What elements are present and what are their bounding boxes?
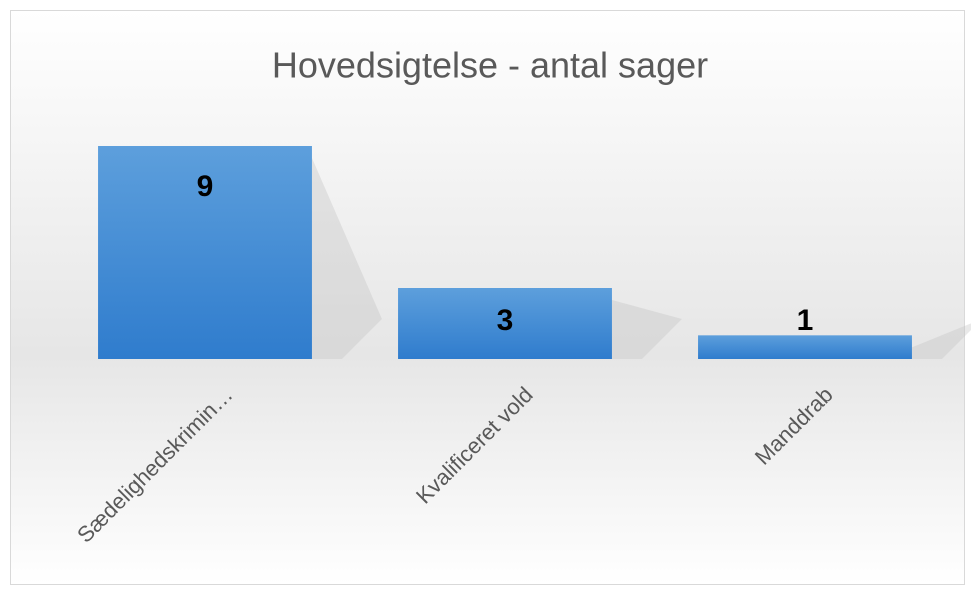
bar-shadow — [911, 323, 971, 359]
bar — [98, 146, 312, 359]
data-label: 1 — [797, 304, 814, 337]
bar — [698, 335, 912, 359]
chart-title: Hovedsigtelse - antal sager — [272, 45, 708, 86]
bar-shadow — [311, 158, 382, 359]
bar-shadow — [611, 300, 682, 359]
bar — [398, 288, 612, 359]
data-label: 3 — [497, 304, 514, 337]
data-label: 9 — [197, 170, 214, 203]
